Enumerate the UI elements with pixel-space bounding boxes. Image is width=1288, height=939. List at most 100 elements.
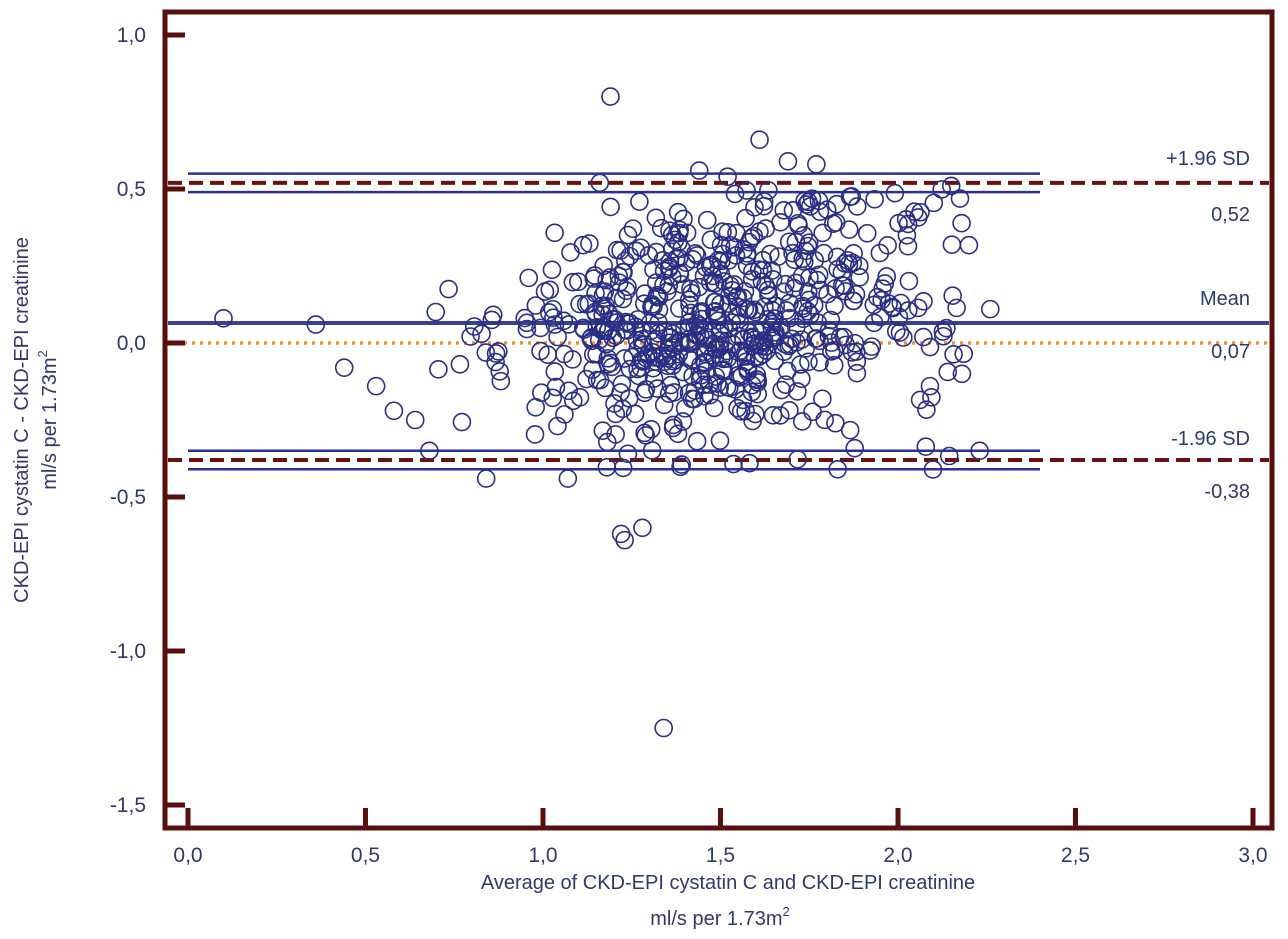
upper-loa-label: +1.96 SD [1166,148,1250,170]
mean-label: Mean [1200,288,1250,310]
data-point [710,431,730,450]
data-point [864,295,884,315]
data-point [744,226,764,246]
data-point [593,285,613,305]
data-point [674,209,693,229]
data-point [642,295,662,314]
data-point [586,304,606,324]
data-point [690,303,710,323]
data-point [908,298,928,318]
data-point [899,301,918,320]
plot-frame [162,9,1275,831]
x-tick-label: 2,0 [883,844,912,867]
data-point [795,252,814,271]
data-point [839,220,859,239]
data-point [647,285,667,305]
y-axis-unit-superscript: 2 [35,350,50,357]
data-point [543,299,563,319]
data-point [792,266,812,286]
data-point [334,358,354,377]
data-point [635,284,655,303]
data-point [757,341,776,360]
data-point [519,268,538,288]
data-point [531,318,550,338]
data-point [917,400,936,419]
data-point [763,406,783,425]
data-point [774,200,794,220]
data-point [759,181,778,200]
data-point [489,342,508,361]
data-point [824,355,844,375]
reference-labels: +1.96 SD 0,52 Mean 0,07 -1.96 SD -0,38 [1166,148,1250,503]
y-axis-title: CKD-EPI cystatin C - CKD-EPI creatinine … [11,237,61,603]
data-point [847,352,867,372]
data-point [950,189,970,208]
data-point [690,316,710,336]
x-tick-label: 0,0 [173,844,202,867]
data-point [668,424,688,444]
data-point [788,382,807,401]
data-point [606,404,626,424]
data-point [517,313,537,333]
data-point [796,241,815,261]
data-point [654,322,674,341]
data-point [727,288,746,307]
data-point [545,315,565,334]
data-point [731,402,751,421]
data-point [792,369,811,389]
data-point [746,404,765,424]
data-point [601,87,620,106]
data-point [607,313,626,332]
data-point [486,344,506,363]
data-point [689,161,709,180]
data-point [623,219,643,238]
data-point [749,260,769,279]
data-point [952,364,972,384]
data-point [729,297,748,317]
data-point [654,395,674,415]
data-point [808,313,828,332]
data-point [672,239,691,259]
data-point [708,374,727,393]
data-point [849,256,869,276]
data-point [920,337,940,357]
data-point [472,324,491,344]
data-point [214,309,233,328]
axis-ticks: -1,5 -1,0 -0,5 0,0 0,5 1,0 0,0 0,5 1,0 1,5 2,0 2,5 3… [110,24,1268,867]
data-point [899,271,919,291]
data-point [860,341,880,360]
data-point [870,243,890,263]
data-point [910,390,930,410]
data-point [803,402,822,422]
data-point [663,418,683,438]
data-point [558,469,578,488]
data-point [620,359,640,379]
data-point [959,235,979,255]
x-axis-title-line2: ml/s per 1.73m2 [650,904,790,930]
data-point [426,302,446,322]
data-point [601,197,620,217]
data-point [889,213,908,233]
data-point [840,420,860,440]
data-point [916,437,936,456]
lower-loa-label: -1.96 SD [1171,428,1250,450]
data-point [920,376,940,396]
data-point [891,293,911,313]
data-point [845,333,865,353]
data-point [798,282,818,302]
data-point [662,240,682,259]
data-point [834,327,854,347]
data-point [725,184,745,204]
data-point [644,260,663,279]
data-point [736,208,755,228]
data-point [771,213,790,232]
data-point [695,386,714,406]
data-point [593,421,613,440]
data-point [758,309,778,329]
data-point [737,244,757,263]
data-point [654,275,673,295]
data-point [615,349,634,368]
data-point [905,202,924,222]
data-point [689,277,709,297]
data-point [790,355,810,374]
